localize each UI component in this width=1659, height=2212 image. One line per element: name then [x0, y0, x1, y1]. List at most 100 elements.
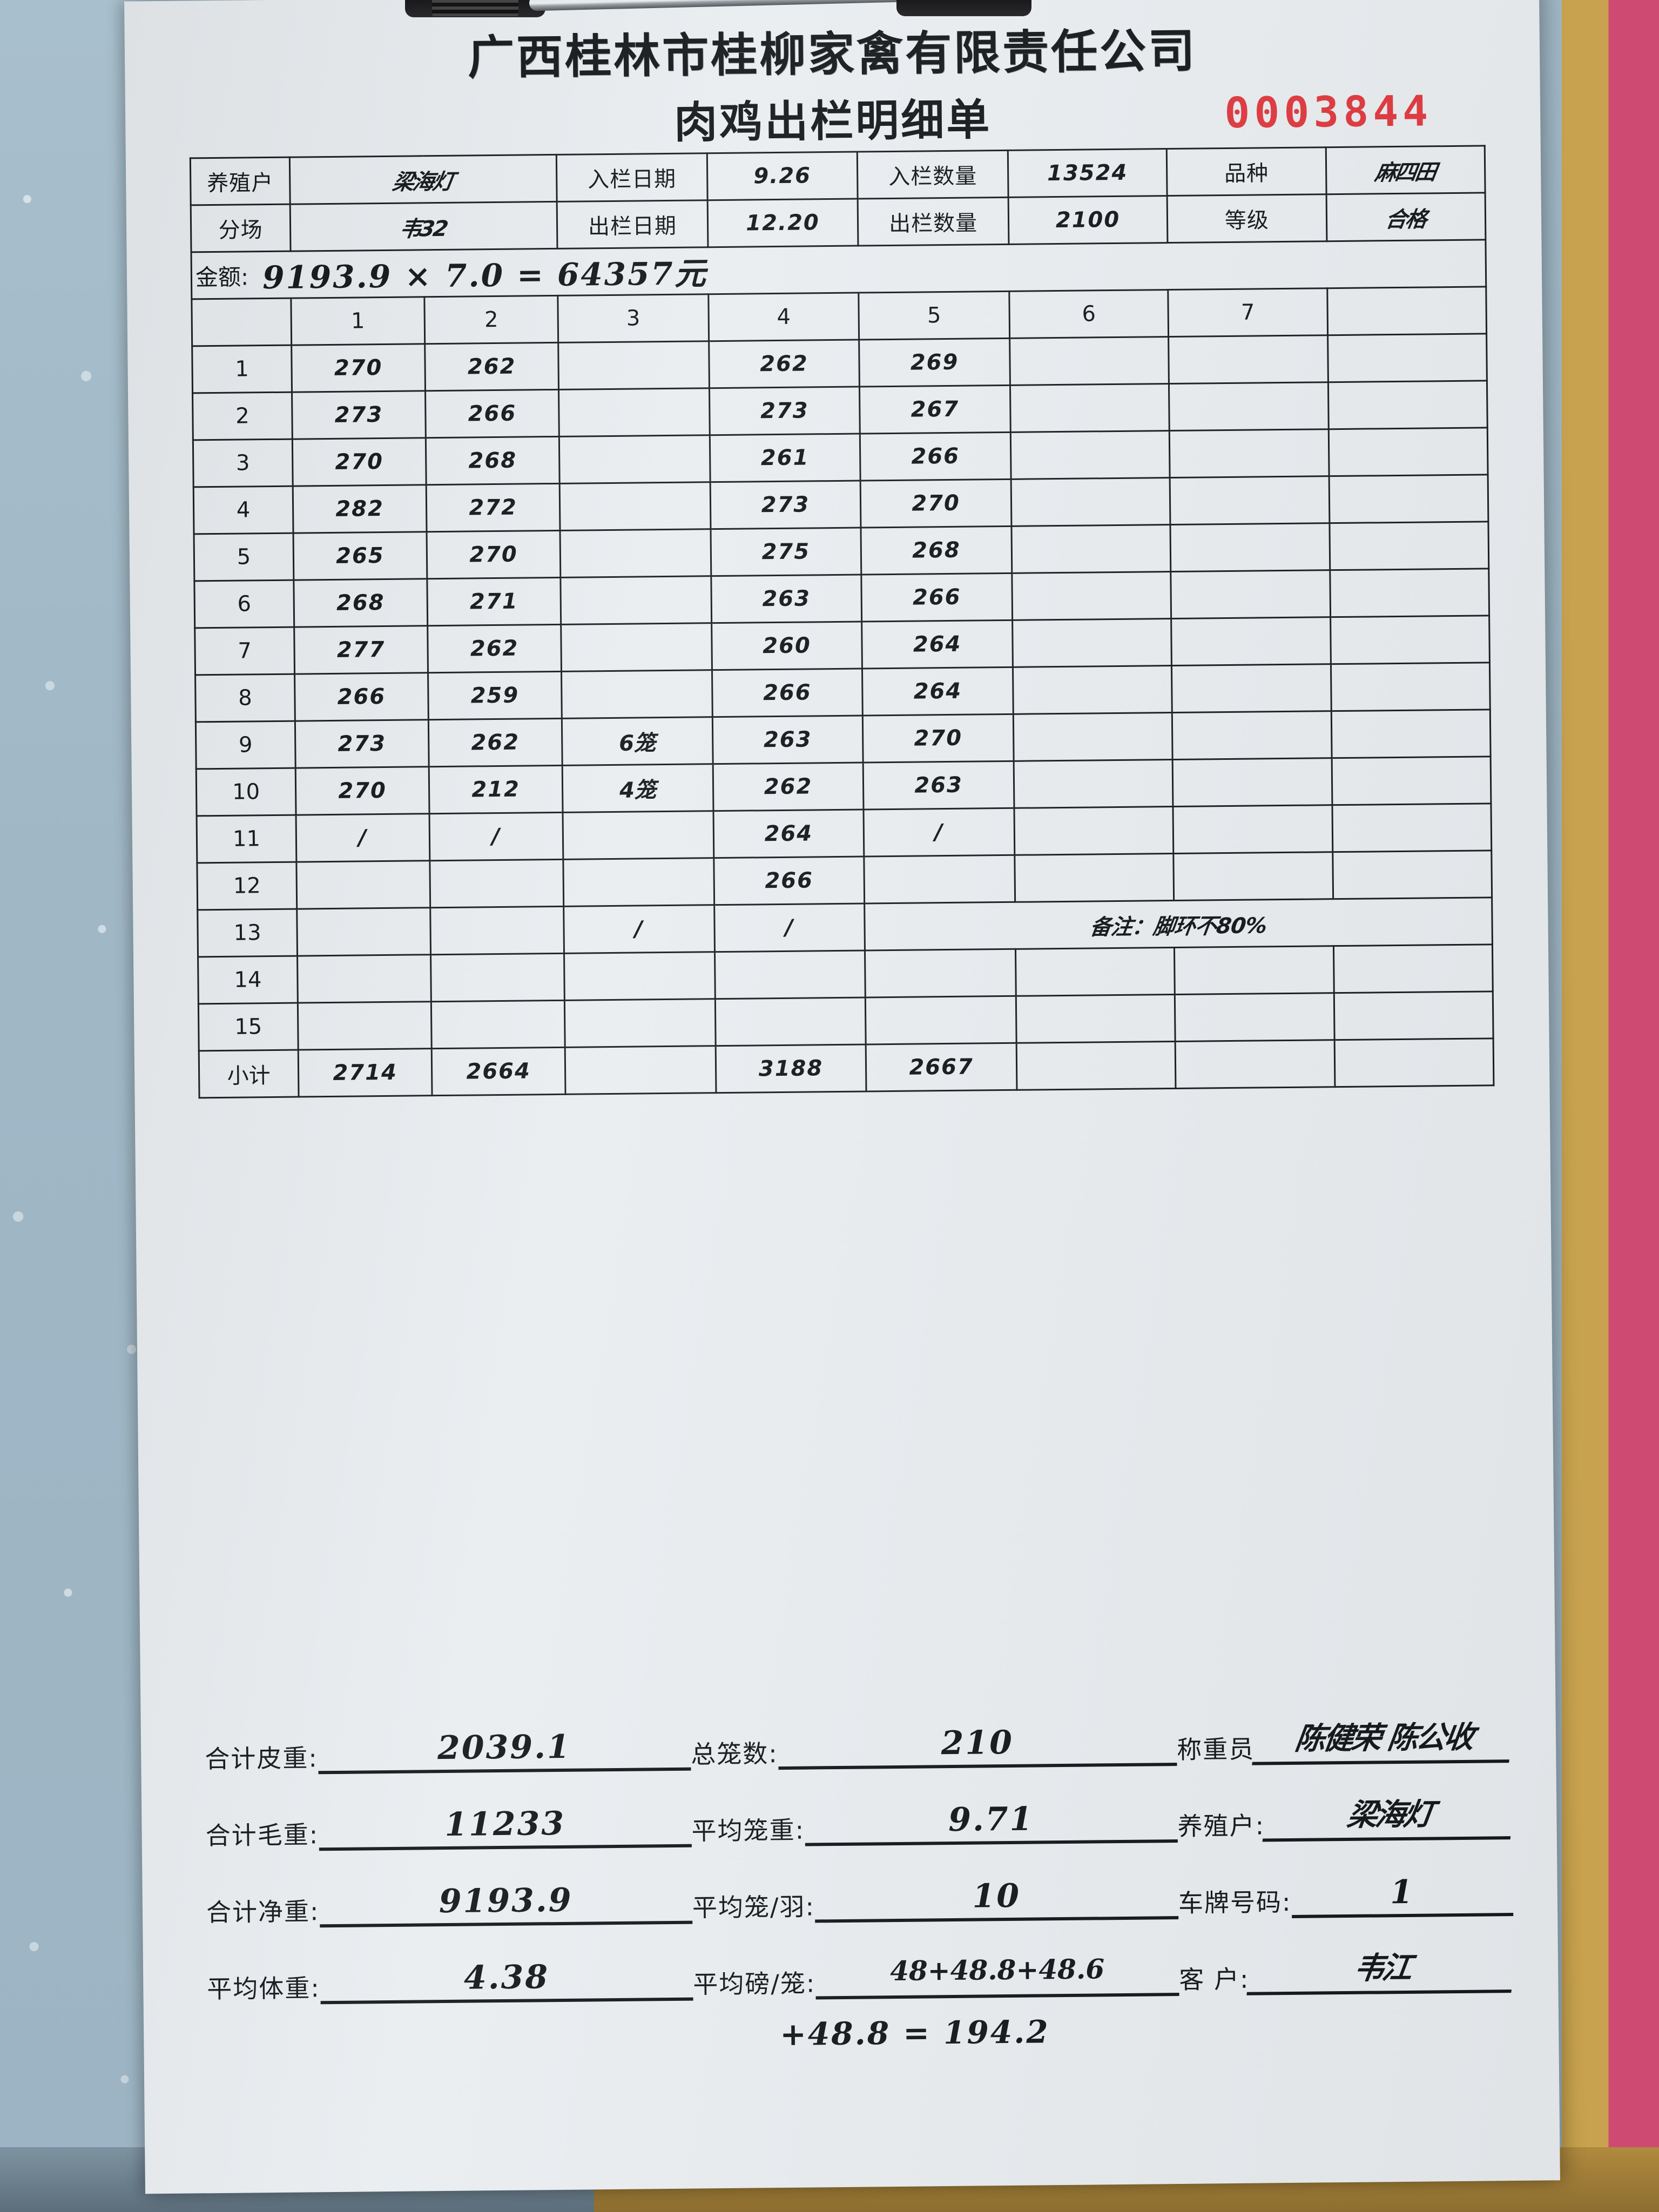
total-cages-value[interactable]: 210: [778, 1724, 1177, 1770]
row-cell-3[interactable]: [561, 670, 712, 719]
row-cell-4[interactable]: [714, 950, 866, 999]
row-cell-6[interactable]: [1010, 477, 1171, 527]
row-cell-7[interactable]: [1172, 711, 1332, 760]
row-cell-4[interactable]: 273: [710, 481, 861, 529]
row-cell-7[interactable]: [1170, 476, 1330, 525]
entry-qty-value[interactable]: 13524: [1008, 149, 1168, 198]
subtotal-cell-2[interactable]: 2664: [431, 1047, 566, 1096]
row-cell-1[interactable]: 277: [294, 625, 428, 675]
row-cell-2[interactable]: 259: [428, 671, 562, 720]
row-cell-3[interactable]: [559, 435, 710, 484]
row-cell-1[interactable]: 270: [291, 343, 426, 393]
row-cell-4[interactable]: 262: [709, 340, 860, 388]
row-cell-4[interactable]: 275: [710, 528, 862, 576]
row-cell-4[interactable]: 273: [709, 387, 860, 435]
row-cell-4[interactable]: 264: [713, 810, 865, 858]
row-cell-6[interactable]: [1013, 759, 1174, 808]
avg-lb-cage-value[interactable]: 48+48.8+48.6: [815, 1953, 1179, 2000]
row-cell-4[interactable]: [714, 997, 866, 1046]
row-cell-7[interactable]: [1170, 523, 1330, 572]
row-cell-3[interactable]: [563, 811, 714, 860]
row-cell-2[interactable]: 262: [427, 624, 562, 673]
row-cell-6[interactable]: [1014, 806, 1174, 855]
row-cell-3[interactable]: [559, 482, 711, 531]
row-cell-7[interactable]: [1171, 617, 1331, 666]
subtotal-cell-5[interactable]: 2667: [866, 1043, 1017, 1091]
row-cell-1[interactable]: [297, 954, 431, 1003]
branch-value[interactable]: 韦32: [287, 201, 561, 252]
row-cell-5[interactable]: [864, 855, 1015, 903]
breed-value[interactable]: 麻四田: [1322, 145, 1489, 194]
row-cell-4[interactable]: 260: [711, 622, 862, 670]
total-net-value[interactable]: 9193.9: [319, 1881, 693, 1928]
row-cell-3[interactable]: [560, 576, 712, 625]
row-cell-5[interactable]: 264: [862, 667, 1014, 716]
subtotal-cell-6[interactable]: [1016, 1041, 1176, 1090]
row-cell-1[interactable]: [296, 907, 431, 956]
row-cell-3[interactable]: 6笼: [562, 717, 713, 766]
row-cell-2[interactable]: 270: [427, 530, 561, 579]
row-cell-1[interactable]: 282: [293, 484, 427, 534]
row-cell-6[interactable]: [1011, 524, 1171, 574]
row-cell-2[interactable]: 272: [426, 483, 561, 532]
subtotal-cell-3[interactable]: [565, 1046, 716, 1095]
avg-body-weight-value[interactable]: 4.38: [320, 1958, 693, 2005]
row-cell-2[interactable]: 271: [427, 577, 561, 626]
row-cell-5[interactable]: 270: [860, 479, 1011, 528]
row-cell-3[interactable]: [564, 999, 716, 1048]
row-cell-2[interactable]: [429, 859, 564, 908]
row-cell-7[interactable]: [1175, 993, 1334, 1042]
row-cell-7[interactable]: [1173, 852, 1333, 901]
weigher-signature[interactable]: 陈健荣 陈公收: [1252, 1719, 1515, 1765]
row-cell-7[interactable]: [1174, 946, 1334, 995]
row-cell-5[interactable]: [865, 996, 1016, 1044]
farmer-value[interactable]: 梁海灯: [286, 154, 561, 205]
row-cell-6[interactable]: [1010, 383, 1170, 433]
entry-date-value[interactable]: 9.26: [706, 152, 858, 200]
row-cell-3[interactable]: [558, 388, 710, 437]
subtotal-cell-7[interactable]: [1175, 1040, 1335, 1089]
row-cell-3[interactable]: [558, 341, 710, 390]
row-cell-1[interactable]: 273: [292, 390, 426, 440]
row-cell-2[interactable]: 266: [425, 389, 559, 438]
row-cell-5[interactable]: 266: [860, 432, 1011, 481]
row-cell-2[interactable]: 268: [426, 436, 560, 485]
row-cell-6[interactable]: [1012, 618, 1172, 667]
avg-cage-birds-value[interactable]: 10: [814, 1877, 1179, 1923]
total-tare-value[interactable]: 2039.1: [318, 1728, 691, 1775]
row-cell-3[interactable]: 4笼: [562, 764, 713, 813]
row-cell-1[interactable]: 270: [295, 766, 430, 815]
row-cell-4[interactable]: 261: [709, 434, 861, 482]
row-cell-6[interactable]: [1011, 571, 1171, 621]
row-cell-4[interactable]: 266: [713, 856, 865, 905]
row-cell-6[interactable]: [1013, 665, 1172, 714]
row-cell-4[interactable]: 266: [712, 669, 863, 717]
grade-value[interactable]: 合格: [1323, 192, 1489, 241]
row-cell-5[interactable]: 267: [859, 385, 1011, 434]
row-cell-7[interactable]: [1169, 429, 1329, 478]
row-cell-6[interactable]: [1013, 712, 1173, 761]
row-cell-7[interactable]: [1173, 805, 1333, 854]
row-cell-3[interactable]: [560, 529, 711, 578]
row-cell-2[interactable]: [431, 1000, 565, 1049]
footer-farmer-signature[interactable]: 梁海灯: [1262, 1796, 1515, 1842]
row-cell-2[interactable]: 212: [429, 765, 563, 814]
row-cell-5[interactable]: [865, 949, 1016, 997]
row-cell-2[interactable]: 262: [424, 342, 559, 391]
row-cell-7[interactable]: [1170, 570, 1331, 619]
subtotal-cell-1[interactable]: 2714: [298, 1048, 433, 1097]
plate-number-value[interactable]: 1: [1291, 1873, 1514, 1918]
row-cell-6[interactable]: [1015, 947, 1175, 996]
row-cell-4[interactable]: 262: [712, 763, 864, 811]
row-cell-7[interactable]: [1172, 758, 1332, 807]
row-cell-5[interactable]: 266: [861, 573, 1013, 622]
row-cell-4[interactable]: 263: [711, 575, 862, 623]
row-cell-5[interactable]: /: [864, 808, 1015, 857]
row-cell-3[interactable]: [564, 952, 715, 1001]
exit-date-value[interactable]: 12.20: [707, 199, 859, 247]
row-cell-5[interactable]: 264: [861, 620, 1013, 669]
row-cell-7[interactable]: [1171, 664, 1331, 713]
row-cell-2[interactable]: [430, 953, 565, 1002]
row-cell-7[interactable]: [1168, 335, 1328, 384]
row-cell-2[interactable]: [430, 906, 564, 955]
